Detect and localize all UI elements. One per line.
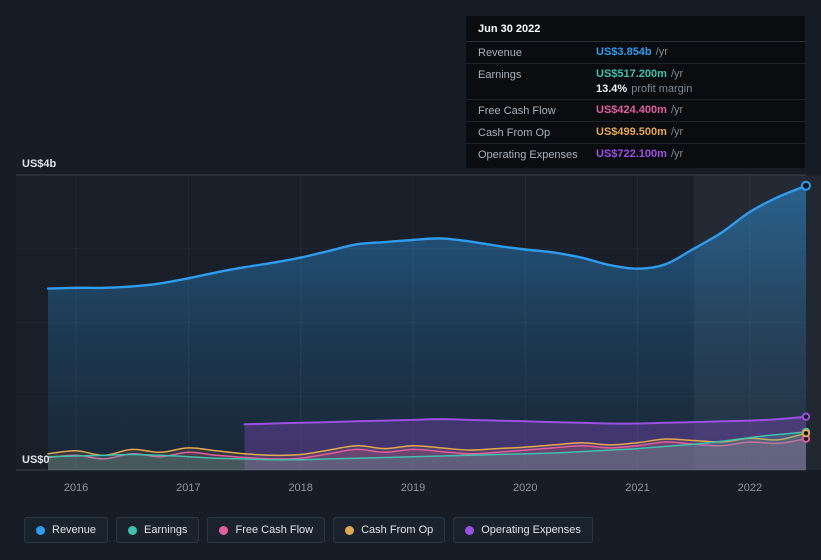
x-axis: 2016 2017 2018 2019 2020 2021 2022 bbox=[0, 482, 821, 498]
x-tick-label: 2018 bbox=[288, 482, 313, 494]
cash-from-op-series-dot-icon bbox=[345, 525, 355, 535]
profit-margin-label: profit margin bbox=[631, 83, 693, 95]
tooltip-label: Revenue bbox=[478, 47, 523, 59]
profit-margin-value: 13.4% bbox=[596, 83, 628, 95]
legend-item-cash-from-op[interactable]: Cash From Op bbox=[333, 517, 446, 543]
x-tick-label: 2017 bbox=[176, 482, 201, 494]
tooltip-value: US$517.200m bbox=[596, 68, 667, 80]
tooltip-value: US$3.854b bbox=[596, 46, 652, 58]
tooltip-suffix: /yr bbox=[670, 148, 684, 160]
legend-item-earnings[interactable]: Earnings bbox=[116, 517, 200, 543]
tooltip-row-earnings: Earnings US$517.200m/yr 13.4% profit marg… bbox=[466, 64, 805, 100]
legend-label: Revenue bbox=[52, 524, 97, 536]
x-tick-label: 2022 bbox=[737, 482, 763, 494]
legend-label: Operating Expenses bbox=[481, 524, 581, 536]
legend-item-revenue[interactable]: Revenue bbox=[24, 517, 109, 543]
tooltip-suffix: /yr bbox=[655, 46, 668, 58]
legend-item-free-cash-flow[interactable]: Free Cash Flow bbox=[207, 517, 326, 543]
x-tick-label: 2016 bbox=[63, 482, 89, 494]
legend-label: Cash From Op bbox=[361, 524, 434, 536]
tooltip-row-revenue: Revenue US$3.854b/yr bbox=[466, 42, 805, 64]
tooltip-label: Operating Expenses bbox=[478, 149, 578, 161]
legend-label: Earnings bbox=[144, 524, 188, 536]
tooltip-label: Free Cash Flow bbox=[478, 105, 556, 117]
tooltip-value: US$424.400m bbox=[596, 104, 667, 116]
tooltip-value: US$499.500m bbox=[596, 126, 667, 138]
free-cash-flow-series-dot-icon bbox=[219, 525, 229, 535]
tooltip-suffix: /yr bbox=[670, 104, 684, 116]
tooltip-label: Cash From Op bbox=[478, 127, 551, 139]
x-tick-label: 2020 bbox=[513, 482, 538, 494]
earnings-series-dot-icon bbox=[128, 525, 138, 535]
revenue-series-dot-icon bbox=[36, 525, 45, 535]
tooltip-date: Jun 30 2022 bbox=[466, 16, 805, 42]
tooltip-value: US$722.100m bbox=[596, 148, 667, 160]
chart-tooltip: Jun 30 2022 Revenue US$3.854b/yr Earning… bbox=[466, 16, 805, 168]
legend: Revenue Earnings Free Cash Flow Cash Fro… bbox=[24, 517, 593, 543]
legend-label: Free Cash Flow bbox=[235, 524, 314, 536]
tooltip-suffix: /yr bbox=[670, 126, 684, 138]
x-tick-label: 2021 bbox=[625, 482, 650, 494]
tooltip-row-free-cash-flow: Free Cash Flow US$424.400m/yr bbox=[466, 100, 805, 122]
legend-item-operating-expenses[interactable]: Operating Expenses bbox=[453, 517, 593, 543]
x-tick-label: 2019 bbox=[400, 482, 426, 494]
y-axis-label-bottom: US$0 bbox=[22, 454, 50, 466]
tooltip-label: Earnings bbox=[478, 69, 522, 81]
tooltip-row-operating-expenses: Operating Expenses US$722.100m/yr bbox=[466, 144, 805, 168]
tooltip-suffix: /yr bbox=[670, 68, 684, 80]
tooltip-row-cash-from-op: Cash From Op US$499.500m/yr bbox=[466, 122, 805, 144]
operating-expenses-series-dot-icon bbox=[465, 525, 475, 535]
y-axis-label-top: US$4b bbox=[22, 158, 57, 170]
